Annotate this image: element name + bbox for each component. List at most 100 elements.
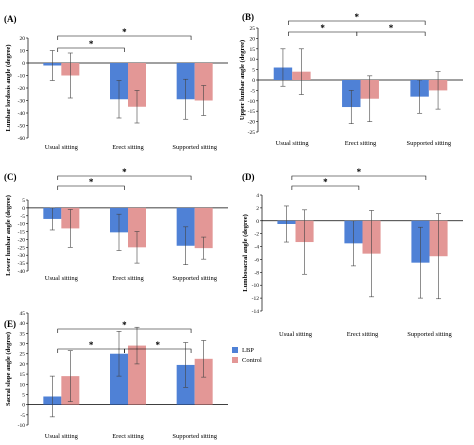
y-tick-label: -2 [254, 232, 259, 238]
bar-control-3 [194, 63, 213, 101]
significance-star: * [122, 167, 127, 177]
legend-label: Control [242, 357, 262, 364]
y-tick-label: -30 [18, 99, 26, 105]
y-tick-label: -25 [248, 130, 256, 136]
y-tick-label: -5 [20, 214, 25, 220]
significance-star: * [89, 39, 94, 49]
y-tick-label: 5 [22, 392, 25, 398]
category-label: Erect sitting [112, 275, 144, 282]
significance-bracket [288, 20, 426, 25]
y-tick-label: -8 [254, 270, 259, 276]
significance-star: * [320, 23, 325, 33]
y-tick-label: -10 [248, 99, 256, 105]
bar-control-3 [194, 358, 213, 405]
significance-bracket [124, 348, 192, 353]
y-tick-label: -4 [254, 245, 259, 251]
y-axis-label: Lower lumbar angle (degree) [5, 195, 12, 276]
category-label: Usual sitting [45, 433, 79, 440]
y-tick-label: 10 [250, 57, 256, 63]
chart-panel-2: -25 -20 -15 -10 -5 0 5 10 15 20 25 Upper lumbar ang… [239, 12, 463, 147]
significance-bracket [57, 175, 192, 180]
category-label: Supported sitting [172, 433, 217, 440]
y-tick-label: -20 [248, 120, 256, 126]
y-tick-label: 15 [20, 372, 26, 378]
significance-star: * [122, 320, 127, 330]
y-tick-label: 35 [20, 331, 26, 337]
y-tick-label: -50 [18, 124, 26, 130]
chart-panel-4: -14 -12 -10 -8 -6 -4 -2 0 2 4 Lumbosacral angle (d… [242, 167, 463, 338]
y-tick-label: 0 [252, 78, 255, 84]
category-label: Erect sitting [347, 331, 379, 338]
y-tick-label: 15 [250, 47, 256, 53]
y-axis-label: Lumbar lordosis angle (degree) [5, 45, 12, 132]
panel-label: (D) [242, 172, 255, 182]
y-tick-label: -6 [254, 257, 259, 263]
legend: LBP Control [232, 347, 262, 364]
y-tick-label: -60 [18, 136, 26, 142]
y-tick-label: 4 [256, 193, 259, 199]
category-label: Supported sitting [407, 331, 452, 338]
y-tick-label: -25 [18, 245, 26, 251]
category-label: Usual sitting [45, 144, 79, 151]
y-tick-label: 10 [20, 382, 26, 388]
y-tick-label: -12 [252, 296, 260, 302]
y-tick-label: -40 [18, 269, 26, 275]
y-tick-label: -10 [18, 423, 26, 429]
category-label: Erect sitting [112, 144, 144, 151]
legend-swatch-control [232, 357, 238, 363]
y-tick-label: 20 [250, 36, 256, 42]
significance-bracket [356, 31, 426, 36]
chart-panel-3: -40 -35 -30 -25 -20-15 -10 -5 0 5 Lower lumbar an… [4, 167, 228, 282]
y-tick-label: -10 [252, 283, 260, 289]
significance-bracket [57, 328, 192, 333]
significance-star: * [355, 12, 360, 22]
y-tick-label: -30 [18, 253, 26, 259]
y-tick-label: 20 [20, 362, 26, 368]
y-tick-label: -35 [18, 261, 26, 267]
y-tick-label: 25 [20, 352, 26, 358]
significance-star: * [389, 23, 394, 33]
bar-control-2 [128, 63, 146, 107]
significance-bracket [291, 185, 360, 190]
legend-swatch-lbp [232, 347, 238, 353]
category-label: Erect sitting [345, 140, 377, 147]
legend-label: LBP [242, 347, 254, 354]
y-tick-label: 0 [22, 61, 25, 67]
bar-control-2 [128, 345, 146, 405]
significance-star: * [323, 177, 328, 187]
significance-bracket [291, 175, 427, 180]
y-tick-label: -5 [250, 88, 255, 94]
significance-star: * [155, 340, 160, 350]
panel-label: (C) [4, 172, 17, 182]
category-label: Supported sitting [172, 275, 217, 282]
y-tick-label: 2 [256, 206, 259, 212]
y-tick-label: -15 [248, 109, 256, 115]
y-axis-label: Sacral slope angle (degree) [5, 332, 12, 406]
y-tick-label: 0 [22, 206, 25, 212]
y-tick-label: -20 [18, 237, 26, 243]
y-axis-label: Lumbosacral angle (degree) [242, 214, 249, 292]
chart-panel-5: -10 -5 0 5 10 15 20 25 30 35 40 45 Sacral slope angl… [4, 311, 228, 440]
significance-star: * [357, 167, 362, 177]
panel-label: (A) [4, 14, 17, 24]
y-tick-label: -5 [20, 413, 25, 419]
y-tick-label: 30 [20, 342, 26, 348]
y-tick-label: 40 [20, 321, 26, 327]
category-label: Erect sitting [112, 433, 144, 440]
significance-star: * [89, 177, 94, 187]
y-tick-label: 0 [22, 403, 25, 409]
significance-star: * [89, 340, 94, 350]
significance-bracket [57, 35, 192, 40]
category-label: Usual sitting [279, 331, 313, 338]
y-tick-label: -40 [18, 111, 26, 117]
bar-control-3 [194, 207, 213, 249]
y-tick-label: -15 [18, 230, 26, 236]
panel-label: (B) [242, 12, 254, 22]
y-tick-label: -20 [18, 86, 26, 92]
y-tick-label: 10 [20, 49, 26, 55]
y-tick-label: 0 [256, 219, 259, 225]
category-label: Supported sitting [407, 140, 452, 147]
category-label: Supported sitting [172, 144, 217, 151]
category-label: Usual sitting [45, 275, 79, 282]
